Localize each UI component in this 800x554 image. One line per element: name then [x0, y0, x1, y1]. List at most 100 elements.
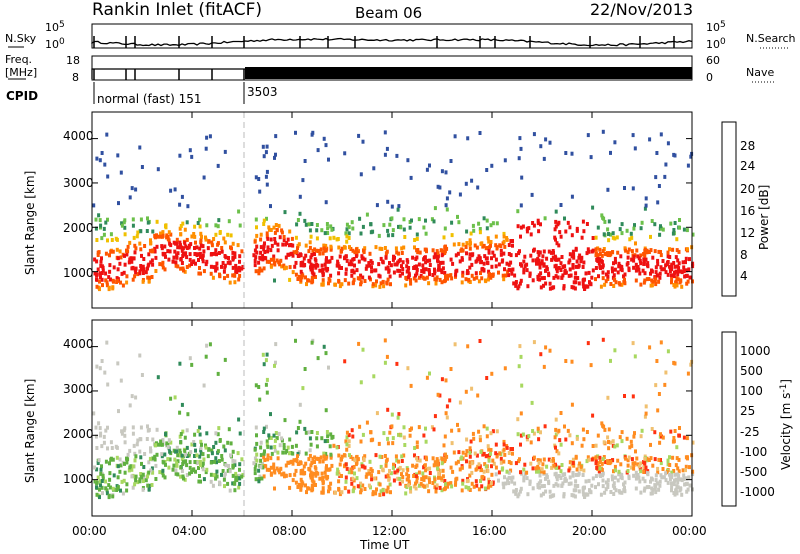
power-cell [337, 271, 341, 276]
power-cell [488, 272, 491, 277]
power-cell [272, 225, 276, 230]
power-cell [401, 271, 404, 276]
velocity-cell [308, 436, 312, 441]
power-cell [464, 245, 468, 249]
power-cell [471, 223, 475, 228]
power-cell [360, 256, 364, 261]
power-cell [642, 252, 646, 256]
velocity-cell [644, 465, 648, 470]
velocity-cell [323, 470, 327, 475]
xtick-1200: 12:00 [372, 524, 407, 538]
power-cell [604, 279, 608, 284]
velocity-cell [502, 439, 506, 444]
power-cell [402, 217, 406, 222]
power-cell [432, 219, 436, 224]
power-cell [677, 269, 681, 274]
velocity-cell [265, 442, 269, 447]
velocity-cell [487, 477, 491, 482]
velocity-cell [587, 457, 591, 462]
velocity-cell [676, 480, 680, 485]
power-cell [594, 253, 598, 258]
power-cell [231, 256, 235, 261]
power-cell [270, 243, 274, 248]
power-cell [611, 250, 615, 255]
power-cell [210, 240, 214, 245]
power-cell [146, 275, 150, 280]
power-cell [160, 246, 164, 251]
velocity-cell [386, 485, 390, 490]
power-cell [602, 247, 606, 251]
power-cell [468, 246, 472, 251]
power-cell [606, 277, 610, 281]
power-cell [125, 252, 129, 257]
velocity-cell [642, 465, 646, 470]
velocity-cell [272, 465, 276, 470]
power-cell [653, 249, 657, 254]
power-cell [603, 282, 607, 287]
power-cell [361, 275, 365, 280]
power-cell [126, 244, 130, 249]
power-cell [386, 228, 390, 233]
power-cell [518, 281, 522, 286]
power-cell [606, 227, 610, 232]
power-cell [304, 243, 308, 248]
power-cell [195, 245, 199, 250]
velocity-cell [583, 494, 587, 499]
velocity-cell [184, 459, 188, 464]
velocity-cell [460, 465, 464, 470]
velocity-cell [351, 476, 355, 481]
velocity-cell [654, 383, 658, 388]
velocity-cell [519, 442, 522, 447]
power-cell [175, 237, 179, 242]
beam-label: Beam 06 [355, 4, 422, 22]
power-cell [198, 224, 202, 229]
power-cell [594, 247, 598, 252]
power-cell [140, 266, 144, 271]
velocity-cell [422, 484, 426, 489]
velocity-cell [294, 443, 298, 448]
power-cell [147, 262, 151, 267]
power-cell [302, 263, 306, 268]
power-cell [641, 268, 645, 273]
power-cell [188, 252, 192, 257]
velocity-cell [99, 467, 103, 472]
velocity-cell [557, 474, 561, 478]
velocity-cell [529, 440, 533, 445]
power-cell [229, 233, 233, 238]
velocity-cell [186, 412, 190, 417]
velocity-cell [125, 482, 129, 487]
power-cell [315, 236, 319, 241]
power-cell [623, 281, 627, 286]
velocity-cell [267, 433, 271, 438]
velocity-cell [606, 478, 610, 483]
power-cell [272, 257, 276, 262]
power-cell [590, 249, 594, 254]
power-cell [127, 260, 131, 265]
velocity-cell [120, 479, 124, 484]
velocity-cell [509, 461, 513, 466]
velocity-cell [190, 470, 194, 474]
power-cell [453, 134, 457, 139]
power-cell [477, 279, 481, 284]
velocity-cell [377, 470, 381, 475]
velocity-cell [125, 488, 129, 493]
velocity-cell [287, 460, 291, 465]
velocity-cell [367, 483, 371, 488]
velocity-cell [637, 464, 641, 469]
power-cell [166, 249, 170, 254]
power-cell [554, 219, 558, 224]
velocity-cell [494, 472, 498, 477]
power-cell [454, 272, 458, 277]
power-cell [133, 250, 137, 255]
power-cell [677, 249, 681, 254]
velocity-cell [503, 475, 506, 480]
velocity-cell [489, 483, 493, 488]
power-cell [262, 266, 266, 271]
power-cell [162, 252, 166, 257]
velocity-cell [574, 488, 578, 493]
power-cell [642, 261, 646, 266]
nsky-label: N.Sky [5, 32, 37, 45]
velocity-cell [98, 366, 102, 371]
velocity-cell [277, 468, 281, 473]
